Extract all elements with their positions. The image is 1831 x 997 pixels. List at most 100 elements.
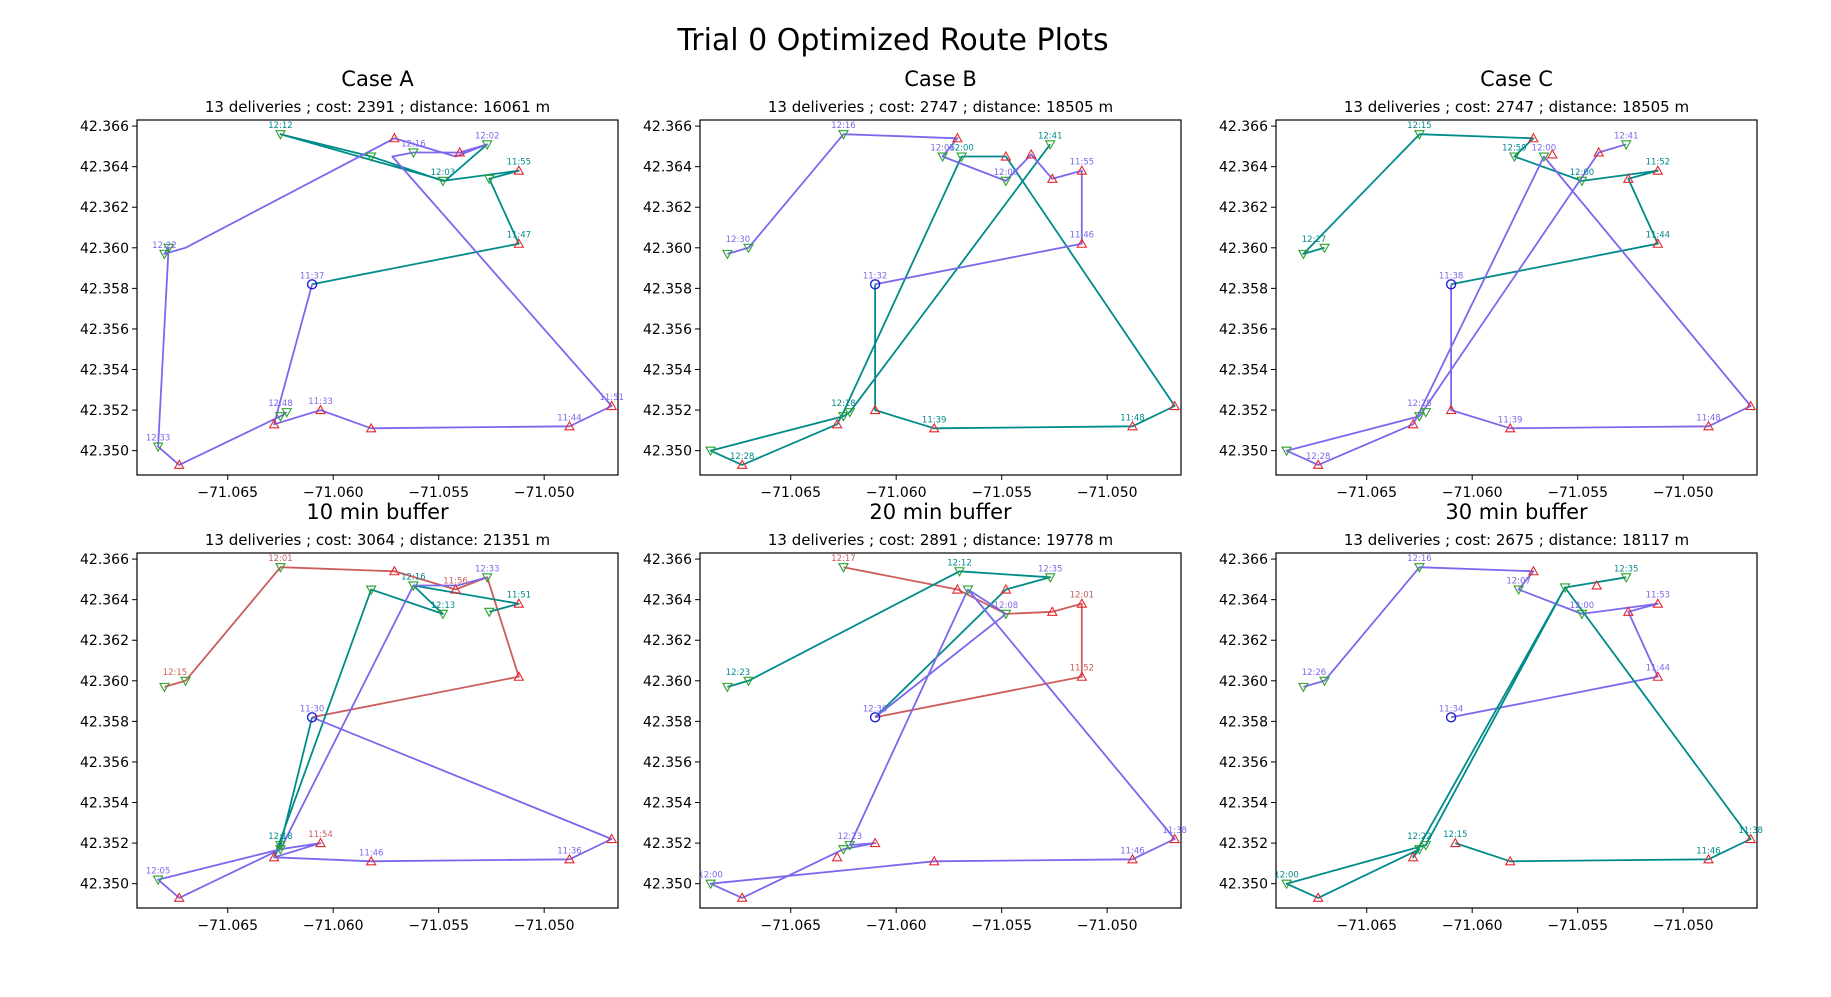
dropoff-marker	[1591, 579, 1603, 590]
pickup-marker	[1513, 585, 1525, 596]
pickup-marker	[1319, 676, 1330, 687]
time-label: 12:35	[1038, 564, 1063, 574]
depot-marker	[306, 712, 318, 723]
dropoff-marker	[869, 404, 881, 415]
x-tick-label: −71.050	[1653, 918, 1714, 934]
pickup-marker	[1297, 682, 1309, 693]
dropoff-marker	[1407, 851, 1419, 862]
time-label: 11:48	[1696, 413, 1721, 423]
y-tick-label: 42.366	[643, 119, 692, 135]
time-label: 11:48	[1120, 413, 1145, 423]
pickup-marker	[705, 446, 716, 457]
time-label: 12:03	[431, 168, 456, 178]
time-label: 12:07	[1506, 577, 1531, 587]
x-tick-label: −71.055	[971, 485, 1032, 501]
x-tick-label: −71.055	[1547, 485, 1608, 501]
time-label: 12:41	[1614, 131, 1639, 141]
pickup-marker	[838, 563, 849, 573]
time-label: 12:15	[163, 668, 188, 678]
dropoff-marker	[736, 459, 748, 469]
dropoff-marker	[1652, 598, 1664, 608]
route-line-purple	[1303, 566, 1659, 719]
dropoff-marker	[831, 851, 843, 862]
plot-frame	[136, 552, 619, 909]
y-tick-label: 42.364	[80, 593, 129, 609]
time-label: 11:39	[1498, 415, 1523, 425]
depot-marker	[1445, 712, 1457, 723]
x-tick-label: −71.065	[197, 485, 258, 501]
pickup-marker	[1576, 176, 1588, 187]
dropoff-marker	[1407, 418, 1419, 429]
y-tick-label: 42.360	[643, 674, 692, 690]
dropoff-marker	[315, 837, 326, 848]
time-label: 12:35	[1614, 564, 1639, 574]
dropoff-marker	[513, 671, 525, 681]
time-label: 11:54	[308, 830, 333, 840]
pickup-marker	[437, 176, 449, 187]
y-tick-label: 42.358	[643, 714, 692, 730]
time-label: 11:36	[557, 846, 582, 856]
y-tick-label: 42.350	[80, 444, 129, 460]
pickup-marker	[275, 845, 286, 855]
x-tick-label: −71.055	[408, 485, 469, 501]
pickup-marker	[1620, 140, 1632, 150]
y-tick-label: 42.354	[80, 796, 129, 812]
dropoff-marker	[1312, 459, 1324, 469]
pickup-marker	[1000, 176, 1012, 187]
pickup-marker	[275, 841, 286, 851]
route-line-teal	[1285, 576, 1752, 899]
route-line-purple	[709, 588, 1176, 899]
pickup-marker	[1297, 249, 1309, 260]
route-line-purple	[157, 137, 613, 466]
y-tick-label: 42.354	[643, 796, 692, 812]
time-label: 12:16	[831, 121, 856, 131]
time-label: 12:16	[401, 572, 426, 582]
dropoff-marker	[1652, 671, 1664, 681]
y-tick-label: 42.360	[80, 674, 129, 690]
pickup-marker	[962, 585, 974, 596]
dropoff-marker	[1076, 671, 1088, 681]
pickup-marker	[1281, 446, 1292, 457]
subplot-subtitle: 13 deliveries ; cost: 2747 ; distance: 1…	[768, 98, 1113, 116]
time-label: 11:51	[507, 591, 532, 601]
dropoff-marker	[268, 851, 280, 862]
x-tick-label: −71.065	[1336, 918, 1397, 934]
pickup-marker	[180, 676, 191, 687]
subplot-5: 20 min buffer 13 deliveries ; cost: 2891 …	[643, 500, 1187, 934]
dropoff-marker	[173, 892, 185, 902]
time-label: 12:00	[994, 168, 1019, 178]
time-label: 12:16	[1407, 554, 1432, 564]
pickup-marker	[275, 130, 286, 140]
y-tick-label: 42.366	[643, 552, 692, 568]
pickup-marker	[838, 130, 849, 140]
y-tick-label: 42.358	[1219, 281, 1268, 297]
time-label: 12:06	[930, 144, 955, 154]
pickup-marker	[1319, 243, 1330, 254]
dropoff-marker	[1076, 598, 1088, 608]
pickup-marker	[407, 148, 419, 159]
subplot-4: 10 min buffer 13 deliveries ; cost: 3064 …	[80, 500, 619, 934]
time-label: 11:44	[1646, 231, 1671, 241]
dropoff-marker	[869, 837, 881, 848]
x-tick-label: −71.055	[1547, 918, 1608, 934]
time-label: 11:46	[1120, 846, 1145, 856]
y-tick-label: 42.350	[1219, 877, 1268, 893]
pickup-marker	[1508, 152, 1520, 163]
pickup-marker	[483, 607, 495, 618]
y-tick-label: 42.352	[643, 403, 692, 419]
y-tick-label: 42.364	[80, 160, 129, 176]
y-tick-label: 42.364	[643, 160, 692, 176]
y-tick-label: 42.366	[1219, 552, 1268, 568]
dropoff-marker	[1076, 165, 1088, 175]
depot-marker	[869, 279, 881, 290]
pickup-marker	[481, 140, 493, 150]
x-tick-label: −71.050	[514, 918, 575, 934]
time-label: 12:28	[1407, 399, 1432, 409]
y-tick-label: 42.356	[1219, 322, 1268, 338]
x-tick-label: −71.065	[760, 485, 821, 501]
pickup-marker	[743, 243, 754, 254]
subplot-title: Case C	[1480, 67, 1553, 91]
y-tick-label: 42.352	[1219, 836, 1268, 852]
subplot-title: Case A	[341, 67, 414, 91]
pickup-marker	[158, 682, 170, 693]
